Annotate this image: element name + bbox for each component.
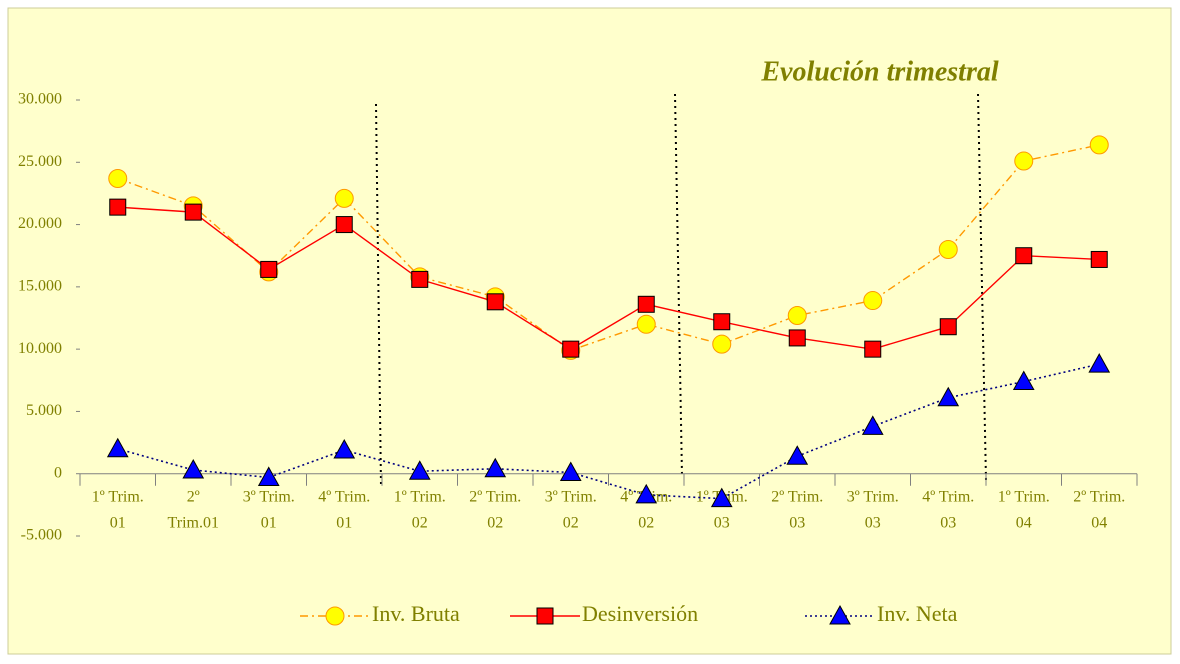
marker [559, 461, 582, 481]
x-tick-label: 2º [187, 488, 200, 505]
legend-label: Inv. Bruta [372, 601, 460, 626]
x-tick-label: 4º Trim. [922, 488, 974, 505]
x-tick-label: 02 [638, 514, 654, 531]
marker [411, 270, 429, 288]
y-tick-label: 30.000 [18, 91, 62, 108]
x-tick-label: 1º Trim. [394, 488, 446, 505]
marker [182, 458, 205, 479]
marker [787, 306, 807, 326]
x-tick-label: 2º Trim. [1073, 488, 1125, 505]
series-line [117, 144, 1100, 352]
chart-background [7, 7, 1172, 655]
marker [829, 604, 851, 625]
y-tick-label: 10.000 [18, 340, 62, 357]
marker [333, 439, 356, 459]
marker [1014, 151, 1034, 171]
y-tick-label: 0 [54, 464, 62, 481]
x-tick-label: 03 [940, 514, 956, 531]
marker [1088, 353, 1111, 373]
marker [562, 340, 580, 358]
marker [334, 188, 354, 208]
marker [939, 318, 957, 336]
marker [713, 313, 731, 331]
marker [636, 314, 656, 334]
marker [635, 483, 658, 504]
x-tick-label: 3º Trim. [545, 488, 597, 505]
marker [637, 295, 655, 313]
x-tick-label: Trim.01 [168, 514, 219, 531]
marker [335, 216, 353, 234]
separators [375, 93, 987, 487]
x-tick-label: 02 [487, 514, 503, 531]
marker [712, 334, 732, 354]
x-tick-label: 03 [865, 514, 881, 531]
x-tick-label: 03 [789, 514, 805, 531]
marker [184, 203, 202, 221]
y-tick-label: 25.000 [18, 153, 62, 170]
marker [536, 607, 554, 625]
year-separator [674, 93, 683, 477]
marker [937, 386, 960, 407]
marker [109, 198, 127, 216]
x-tick-label: 04 [1016, 514, 1032, 531]
y-tick-label: -5.000 [21, 527, 62, 544]
x-tick-label: 2º Trim. [469, 488, 521, 505]
x-tick-label: 1º Trim. [998, 488, 1050, 505]
marker [484, 457, 507, 478]
marker [325, 606, 345, 626]
x-tick-label: 3º Trim. [243, 488, 295, 505]
legend-label: Inv. Neta [877, 601, 958, 626]
marker [786, 445, 809, 465]
year-separator [375, 103, 382, 487]
y-tick-label: 15.000 [18, 278, 62, 295]
marker [106, 437, 129, 458]
x-tick-label: 01 [261, 514, 277, 531]
chart-title: Evolución trimestral [760, 56, 998, 87]
marker [938, 239, 958, 259]
marker [788, 329, 806, 347]
marker [486, 293, 504, 311]
x-tick-label: 4º Trim. [318, 488, 370, 505]
marker [863, 291, 883, 311]
marker [108, 168, 128, 188]
marker [260, 260, 278, 278]
series-line [117, 206, 1100, 350]
x-tick-label: 3º Trim. [847, 488, 899, 505]
marker [1012, 370, 1035, 391]
x-tick-label: 01 [336, 514, 352, 531]
x-tick-label: 03 [714, 514, 730, 531]
legend-label: Desinversión [582, 601, 698, 626]
marker [1015, 247, 1033, 265]
year-separator [977, 93, 987, 481]
x-tick-label: 04 [1091, 514, 1107, 531]
marker [710, 487, 733, 508]
marker [864, 340, 882, 358]
y-tick-label: 5.000 [26, 402, 62, 419]
marker [861, 415, 884, 435]
marker [1089, 135, 1109, 155]
marker [257, 466, 280, 486]
x-tick-label: 2º Trim. [771, 488, 823, 505]
y-tick-label: 20.000 [18, 215, 62, 232]
x-tick-label: 02 [412, 514, 428, 531]
marker [1090, 250, 1108, 268]
marker [408, 460, 431, 480]
x-tick-label: 1º Trim. [92, 488, 144, 505]
x-tick-label: 01 [110, 514, 126, 531]
x-tick-label: 02 [563, 514, 579, 531]
